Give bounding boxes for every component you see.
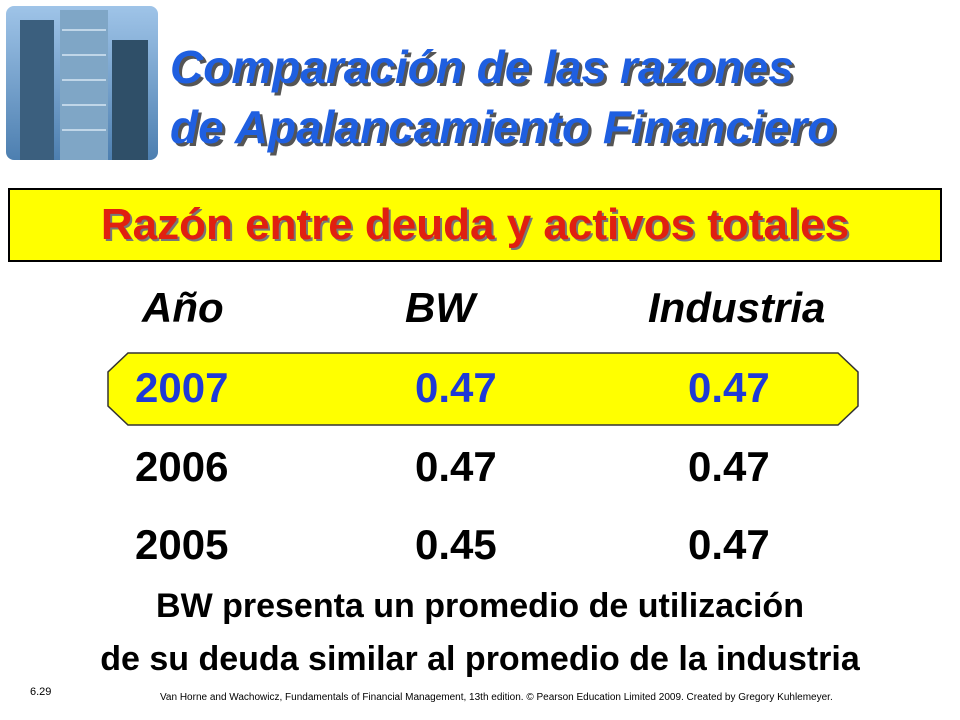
table-cell: 2006	[135, 443, 229, 490]
table-cell: 0.45	[415, 521, 497, 568]
table-cell: 2005	[135, 521, 229, 568]
table-cell: 0.47	[415, 443, 497, 490]
conclusion-line: BW presenta un promedio de utilización	[156, 587, 804, 625]
table-cell: 0.47	[688, 521, 770, 568]
credit: Van Horne and Wachowicz, Fundamentals of…	[160, 692, 833, 703]
building-image	[6, 6, 158, 160]
table-header: Año	[142, 284, 224, 331]
table-header: Industria	[648, 284, 826, 331]
table-cell: 2007	[135, 364, 229, 411]
banner-text: Razón entre deuda y activos totales	[100, 200, 850, 249]
title-line: de Apalancamiento Financiero	[170, 101, 836, 153]
table-cell: 0.47	[415, 364, 497, 411]
table-cell: 0.47	[688, 443, 770, 490]
conclusion-line: de su deuda similar al promedio de la in…	[100, 640, 860, 678]
highlight-row	[107, 352, 859, 426]
slide-number: 6.29	[30, 686, 52, 698]
title-line: Comparación de las razones	[170, 41, 794, 93]
table-cell: 0.47	[688, 364, 770, 411]
table-header: BW	[405, 284, 475, 331]
banner-box	[8, 188, 942, 262]
